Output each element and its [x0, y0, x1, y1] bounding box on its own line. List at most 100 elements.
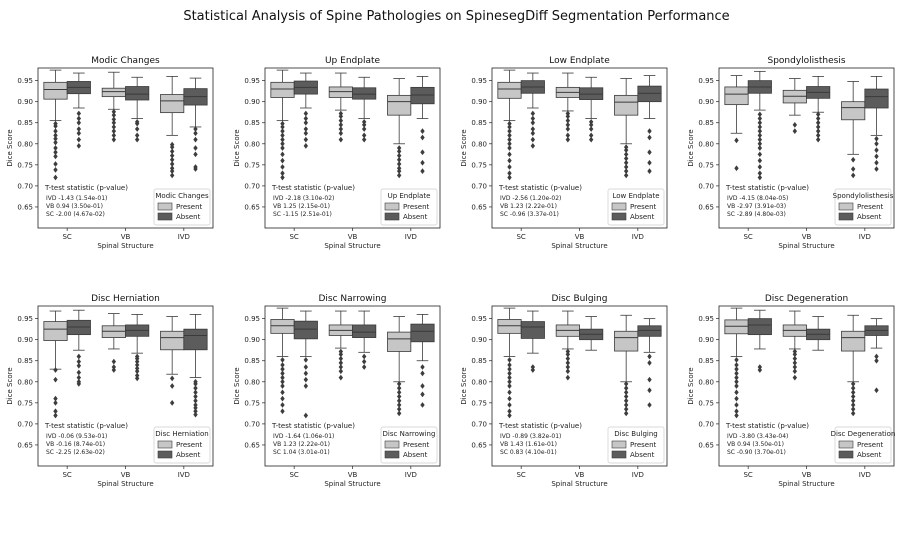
- x-tick-label: IVD: [632, 233, 644, 241]
- outlier-point: [565, 121, 571, 128]
- outlier-point: [420, 159, 425, 166]
- outlier-point: [530, 143, 536, 149]
- outlier-point: [53, 408, 58, 415]
- legend: Disc Herniation Present Absent: [153, 426, 211, 464]
- outlier-point: [623, 172, 629, 179]
- outlier-point: [815, 124, 821, 130]
- outlier-point: [396, 402, 402, 408]
- outlier-point: [396, 410, 402, 417]
- outlier-point: [76, 115, 82, 122]
- outlier-point: [507, 120, 512, 127]
- outlier-point: [507, 145, 512, 151]
- y-axis-label: Dice Score: [687, 367, 695, 404]
- stats-line: VB -2.97 (3.91e-03): [727, 203, 786, 210]
- box-absent-ivd: [183, 314, 208, 418]
- outlier-point: [111, 358, 117, 365]
- outlier-point: [623, 397, 629, 404]
- outlier-point: [734, 370, 739, 377]
- outlier-point: [280, 128, 285, 135]
- outlier-point: [134, 362, 140, 368]
- stats-line: SC -2.00 (4.67e-02): [46, 211, 105, 218]
- x-axis-label: Spinal Structure: [778, 242, 834, 250]
- outlier-point: [193, 151, 198, 158]
- outlier-point: [507, 136, 512, 143]
- outlier-point: [53, 167, 58, 173]
- outlier-point: [850, 389, 856, 396]
- outlier-point: [134, 355, 140, 362]
- box-present-ivd: [614, 78, 639, 179]
- outlier-point: [734, 366, 739, 373]
- box-absent-sc: [747, 309, 772, 373]
- box-iqr: [410, 86, 435, 105]
- box-iqr: [614, 94, 639, 116]
- outlier-point: [338, 351, 344, 358]
- outlier-point: [734, 383, 739, 389]
- y-tick-label: 0.85: [17, 357, 33, 365]
- y-tick-label: 0.90: [17, 336, 33, 344]
- outlier-point: [169, 168, 175, 175]
- outlier-point: [193, 130, 198, 137]
- outlier-point: [361, 364, 367, 370]
- outlier-point: [874, 357, 879, 364]
- outlier-point: [507, 374, 512, 381]
- stats-line: VB -0.16 (8.74e-01): [46, 441, 105, 448]
- outlier-point: [850, 406, 856, 413]
- outlier-point: [623, 385, 629, 391]
- y-tick-label: 0.85: [471, 119, 487, 127]
- box-absent-sc: [66, 309, 91, 387]
- outlier-point: [623, 168, 629, 175]
- outlier-point: [134, 365, 140, 372]
- outlier-point: [420, 391, 425, 398]
- y-tick-label: 0.90: [471, 98, 487, 106]
- box-iqr: [387, 94, 412, 116]
- outlier-point: [874, 387, 879, 394]
- box-iqr: [864, 88, 889, 109]
- y-tick-label: 0.70: [698, 182, 714, 190]
- outlier-point: [338, 355, 344, 362]
- outlier-point: [588, 136, 594, 143]
- outlier-point: [757, 136, 763, 143]
- outlier-point: [53, 161, 58, 167]
- y-axis-label: Dice Score: [6, 367, 14, 404]
- box-absent-vb: [579, 76, 604, 143]
- legend-swatch-present: [611, 440, 627, 449]
- y-axis-label: Dice Score: [460, 367, 468, 404]
- legend-swatch-absent: [157, 212, 173, 221]
- outlier-point: [792, 374, 798, 381]
- x-tick-label: IVD: [178, 233, 190, 241]
- outlier-point: [507, 383, 512, 389]
- x-tick-label: SC: [289, 233, 298, 241]
- outlier-point: [874, 147, 879, 153]
- y-tick-label: 0.85: [698, 119, 714, 127]
- outlier-point: [565, 348, 571, 355]
- outlier-point: [507, 362, 512, 368]
- y-tick-label: 0.80: [17, 140, 33, 148]
- outlier-point: [507, 366, 512, 373]
- box-present-vb: [782, 310, 807, 381]
- outlier-point: [361, 126, 367, 132]
- outlier-point: [734, 137, 739, 144]
- legend-swatch-absent: [838, 450, 854, 459]
- outlier-point: [338, 130, 344, 137]
- outlier-point: [565, 359, 571, 366]
- outlier-point: [396, 145, 402, 151]
- legend-label-present: Present: [630, 203, 657, 211]
- outlier-point: [303, 357, 309, 363]
- y-tick-label: 0.90: [471, 336, 487, 344]
- y-tick-label: 0.75: [471, 399, 487, 407]
- legend: Disc Bulging Present Absent: [607, 426, 665, 464]
- y-tick-label: 0.80: [17, 378, 33, 386]
- outlier-point: [507, 157, 512, 164]
- y-tick-label: 0.90: [244, 336, 260, 344]
- outlier-point: [507, 174, 512, 181]
- outlier-point: [280, 366, 285, 373]
- outlier-point: [280, 151, 285, 158]
- legend-title: Modic Changes: [155, 192, 209, 200]
- x-tick-label: IVD: [859, 471, 871, 479]
- legend-label-present: Present: [176, 441, 203, 449]
- outlier-point: [76, 130, 82, 137]
- chart-panel: Spondylolisthesis 0.65 0.70 0.75 0.80 0.85 0.9…: [687, 56, 895, 250]
- outlier-point: [623, 410, 629, 417]
- outlier-point: [734, 402, 739, 408]
- outlier-point: [757, 170, 763, 177]
